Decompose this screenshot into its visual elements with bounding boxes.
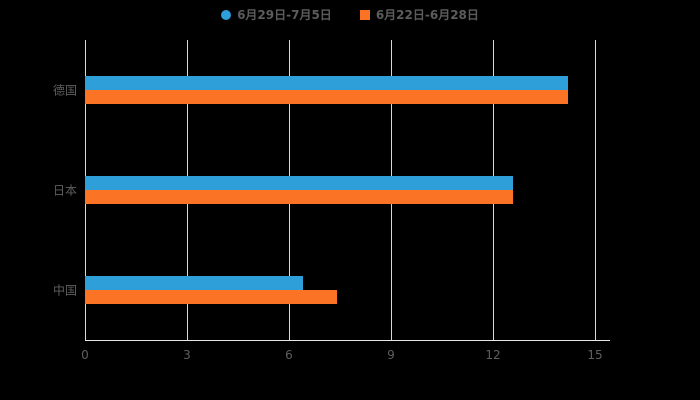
x-tick-label-6: 6: [285, 348, 293, 362]
x-axis-line: [85, 340, 610, 341]
legend-item-series2[interactable]: 6月22日-6月28日: [359, 6, 479, 23]
x-tick-label-12: 12: [485, 348, 501, 362]
plot-area: [85, 40, 596, 340]
bar-series1-2[interactable]: [85, 276, 303, 290]
x-tick-label-3: 3: [183, 348, 191, 362]
series2-legend-label: 6月22日-6月28日: [375, 8, 479, 22]
legend-item-series1[interactable]: 6月29日-7月5日: [221, 6, 332, 23]
gridline-x-15: [595, 40, 596, 340]
y-category-label-1: 日本: [52, 183, 77, 198]
chart-legend: 6月29日-7月5日 6月22日-6月28日: [0, 6, 700, 23]
y-category-label-0: 德国: [52, 83, 77, 98]
bar-series2-1[interactable]: [85, 190, 514, 204]
series2-legend-marker-icon: [359, 9, 370, 20]
bar-series1-0[interactable]: [85, 76, 568, 90]
bar-series2-2[interactable]: [85, 290, 337, 304]
x-tick-label-9: 9: [387, 348, 395, 362]
x-tick-label-0: 0: [81, 348, 89, 362]
x-tick-label-15: 15: [587, 348, 603, 362]
bar-series1-1[interactable]: [85, 176, 514, 190]
y-category-label-2: 中国: [52, 283, 77, 298]
bar-series2-0[interactable]: [85, 90, 568, 104]
series1-legend-marker-icon: [221, 9, 232, 20]
series1-legend-label: 6月29日-7月5日: [237, 8, 332, 22]
